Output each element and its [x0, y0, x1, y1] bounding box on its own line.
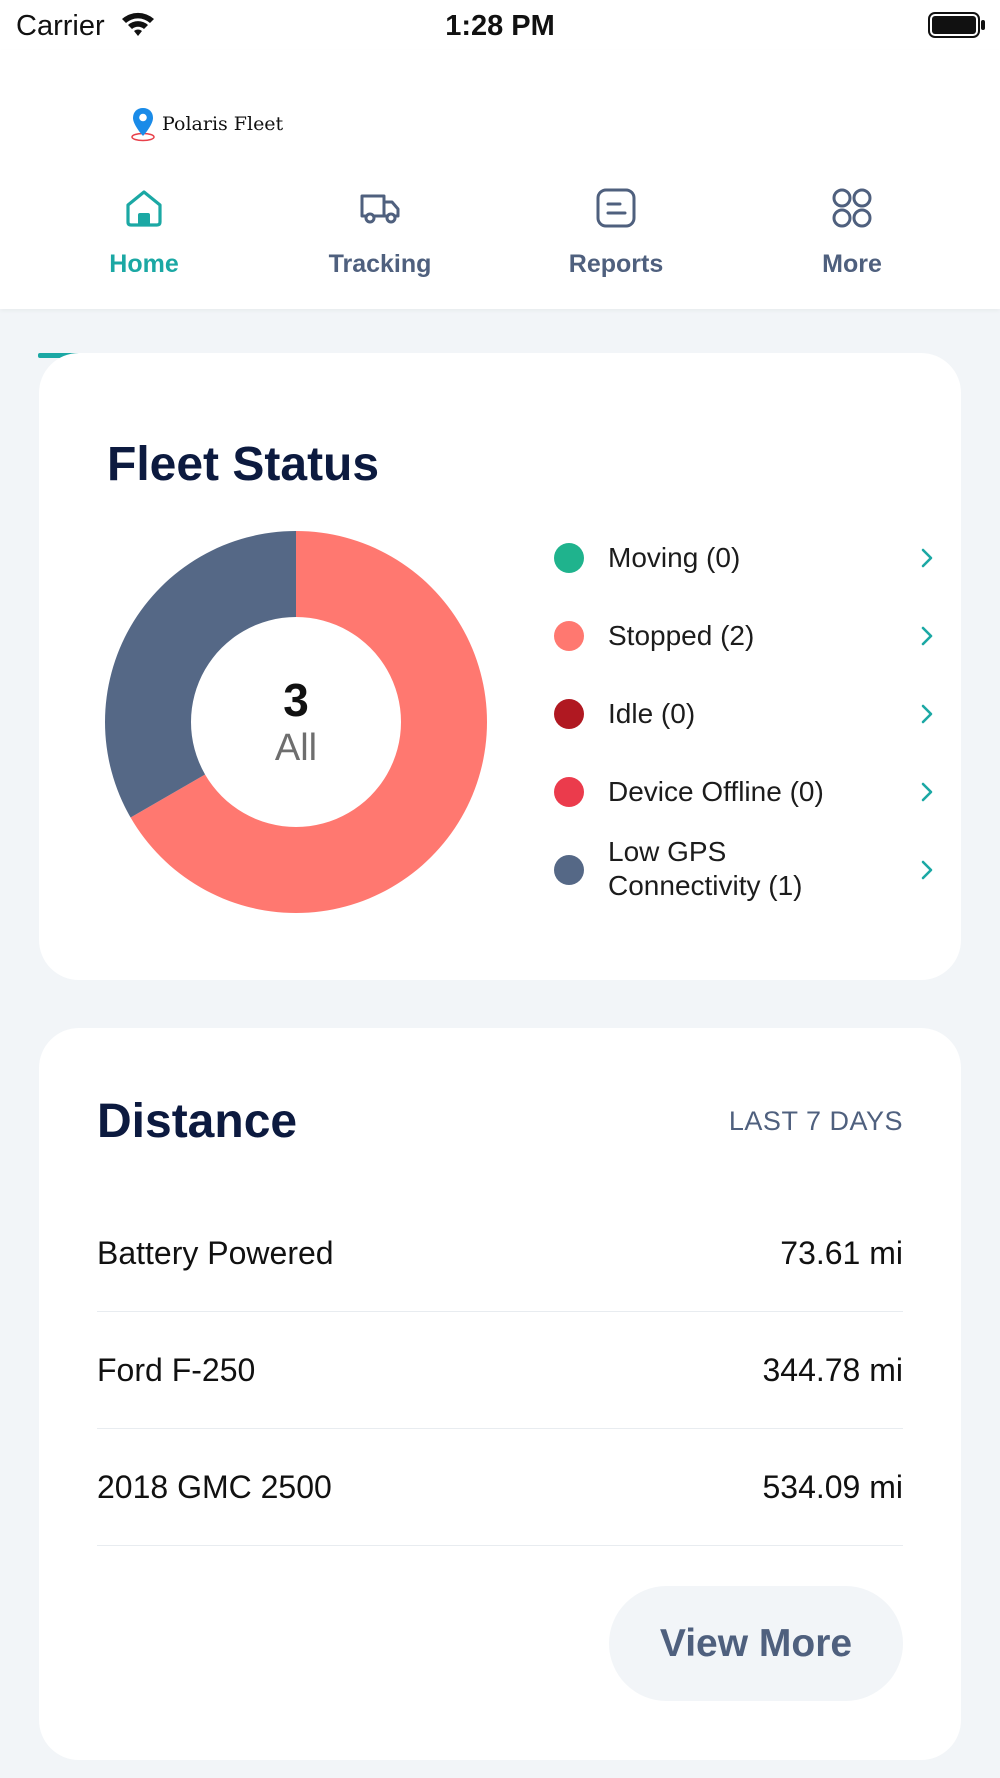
- fleet-status-card: Fleet Status 3 All Moving (0) Stopped (2…: [39, 353, 961, 980]
- truck-icon: [360, 194, 400, 224]
- distance-value: 534.09 mi: [762, 1469, 903, 1505]
- battery-icon: [928, 12, 985, 38]
- chevron-right-icon: [921, 548, 933, 568]
- tab-label: Home: [109, 250, 179, 278]
- legend-item-idle[interactable]: Idle (0): [549, 679, 939, 749]
- legend-label: Low GPS Connectivity (1): [608, 836, 803, 901]
- total-caption: All: [274, 727, 318, 769]
- legend-item-stopped[interactable]: Stopped (2): [549, 601, 939, 671]
- legend-label: Stopped (2): [608, 620, 755, 651]
- chevron-right-icon: [921, 704, 933, 724]
- tab-home[interactable]: Home: [26, 178, 262, 309]
- legend-dot: [554, 777, 584, 807]
- distance-title: Distance: [97, 1095, 298, 1148]
- report-icon: [596, 188, 636, 228]
- donut-center: 3 All: [105, 531, 487, 913]
- home-icon: [126, 190, 162, 227]
- legend-label: Idle (0): [608, 698, 696, 729]
- tab-bar: Home Tracking Reports: [0, 178, 1000, 358]
- vehicle-name: Ford F-250: [97, 1352, 256, 1388]
- total-count: 3: [283, 674, 309, 726]
- grid-icon: [832, 188, 872, 228]
- carrier-label: Carrier: [16, 10, 105, 42]
- tab-tracking[interactable]: Tracking: [262, 178, 498, 309]
- tab-more[interactable]: More: [734, 178, 970, 309]
- wifi-icon: [122, 12, 154, 36]
- view-more-button[interactable]: View More: [609, 1586, 903, 1701]
- distance-value: 344.78 mi: [762, 1352, 903, 1388]
- location-pin-icon: [131, 108, 155, 142]
- legend-label: Moving (0): [608, 542, 741, 573]
- legend-dot: [554, 699, 584, 729]
- donut-slice-low-gps-connectivity[interactable]: [105, 531, 296, 818]
- legend-dot: [554, 543, 584, 573]
- tab-label: Tracking: [328, 250, 432, 278]
- logo-text: Polaris Fleet: [162, 113, 284, 135]
- legend-item-low-gps[interactable]: Low GPS Connectivity (1): [549, 835, 939, 915]
- legend-item-moving[interactable]: Moving (0): [549, 523, 939, 593]
- list-item[interactable]: 2018 GMC 2500 534.09 mi: [97, 1429, 903, 1546]
- legend-dot: [554, 621, 584, 651]
- legend-label: Device Offline (0): [608, 776, 824, 807]
- tab-reports[interactable]: Reports: [498, 178, 734, 309]
- distance-card: Distance LAST 7 DAYS Battery Powered 73.…: [39, 1028, 961, 1760]
- app-header: Polaris Fleet Home Tracking: [0, 50, 1000, 358]
- distance-value: 73.61 mi: [780, 1235, 903, 1271]
- vehicle-name: Battery Powered: [97, 1235, 334, 1271]
- legend-item-device-offline[interactable]: Device Offline (0): [549, 757, 939, 827]
- status-bar: Carrier 1:28 PM: [0, 0, 1000, 50]
- fleet-status-title: Fleet Status: [107, 438, 380, 491]
- fleet-status-donut-chart[interactable]: [105, 531, 487, 913]
- list-item[interactable]: Battery Powered 73.61 mi: [97, 1195, 903, 1312]
- chevron-right-icon: [921, 860, 933, 880]
- tab-label: Reports: [568, 250, 664, 278]
- period-filter[interactable]: LAST 7 DAYS: [728, 1106, 903, 1136]
- chevron-right-icon: [921, 782, 933, 802]
- tab-label: More: [822, 250, 882, 278]
- logo: Polaris Fleet: [128, 106, 283, 142]
- chevron-right-icon: [921, 626, 933, 646]
- list-item[interactable]: Ford F-250 344.78 mi: [97, 1312, 903, 1429]
- vehicle-name: 2018 GMC 2500: [97, 1469, 332, 1505]
- legend-dot: [554, 855, 584, 885]
- clock: 1:28 PM: [445, 10, 555, 42]
- donut-slice-stopped[interactable]: [130, 531, 487, 913]
